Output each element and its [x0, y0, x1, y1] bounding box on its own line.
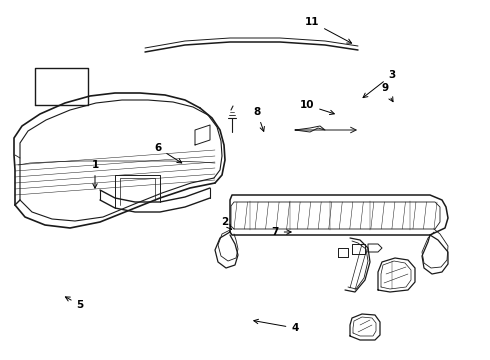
Text: 10: 10 [300, 100, 334, 114]
Text: 4: 4 [254, 319, 299, 333]
Text: 6: 6 [154, 143, 182, 163]
Text: 2: 2 [221, 217, 232, 229]
Text: 11: 11 [305, 17, 352, 43]
Text: 7: 7 [271, 227, 291, 237]
Text: 3: 3 [363, 70, 395, 98]
Text: 8: 8 [253, 107, 265, 131]
Text: 9: 9 [381, 83, 393, 102]
Text: 1: 1 [91, 160, 98, 188]
Text: 5: 5 [65, 297, 84, 310]
